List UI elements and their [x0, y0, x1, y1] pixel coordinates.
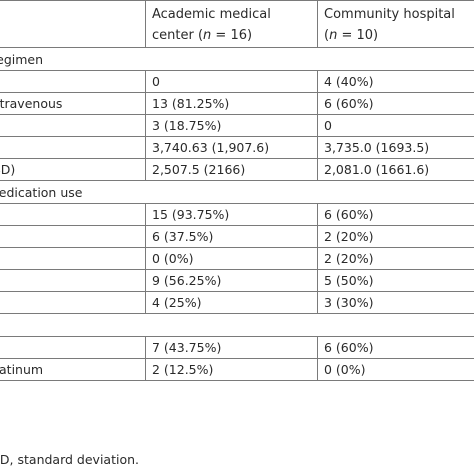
table-row: 9 (56.25%) 5 (50%)	[0, 270, 474, 292]
table-body: Regimen 0 4 (40%) Intravenous13 (81.25%) 6 (…	[0, 48, 474, 381]
academic-value: 2,507.5 (2166)	[146, 159, 318, 180]
academic-value: 7 (43.75%)	[146, 337, 318, 358]
community-value: 0	[324, 118, 332, 133]
row-label	[0, 115, 146, 136]
academic-value: 2 (12.5%)	[146, 359, 318, 380]
table-row: 15 (93.75%) 6 (60%)	[0, 204, 474, 226]
row-label	[0, 204, 146, 225]
header-academic-line1: Academic medical	[152, 7, 271, 22]
table-row: 3,740.63 (1,907.6) 3,735.0 (1693.5)	[0, 137, 474, 159]
table-row: 0 4 (40%)	[0, 71, 474, 93]
header-academic-cell: Academic medical center (n = 16)	[146, 1, 318, 47]
row-label	[0, 337, 146, 358]
header-characteristic-cell	[0, 1, 146, 47]
academic-value: 9 (56.25%)	[146, 270, 318, 291]
row-label	[0, 137, 146, 158]
row-label	[0, 292, 146, 313]
community-value: 6 (60%)	[324, 340, 374, 355]
community-value: 0 (0%)	[324, 362, 366, 377]
table-row: 0 (0%) 2 (20%)	[0, 248, 474, 270]
academic-value: 4 (25%)	[146, 292, 318, 313]
table-header-row: Academic medical center (n = 16) Communi…	[0, 0, 474, 48]
row-label: (SD)	[0, 159, 146, 180]
community-value: 2 (20%)	[324, 251, 374, 266]
academic-value: 13 (81.25%)	[146, 93, 318, 114]
academic-value: 0	[146, 71, 318, 92]
community-value: 3,735.0 (1693.5)	[324, 140, 430, 155]
comparison-table: Academic medical center (n = 16) Communi…	[0, 0, 474, 381]
row-label	[0, 71, 146, 92]
table-row: (SD)2,507.5 (2166) 2,081.0 (1661.6)	[0, 159, 474, 181]
row-label: Intravenous	[0, 93, 146, 114]
header-community-cell: Community hospital (n = 10)	[318, 1, 474, 47]
section-label: Medication use	[0, 184, 83, 200]
header-community-line2: (n = 10)	[324, 28, 379, 43]
section-label: Regimen	[0, 51, 44, 67]
section-row: Medication use	[0, 181, 474, 204]
row-label	[0, 248, 146, 269]
header-community-line1: Community hospital	[324, 7, 455, 22]
table-row: 7 (43.75%) 6 (60%)	[0, 337, 474, 359]
community-value: 2 (20%)	[324, 229, 374, 244]
community-value: 5 (50%)	[324, 273, 374, 288]
academic-value: 3 (18.75%)	[146, 115, 318, 136]
section-label	[0, 314, 474, 336]
table-row: 3 (18.75%) 0	[0, 115, 474, 137]
section-row: Regimen	[0, 48, 474, 71]
academic-value: 15 (93.75%)	[146, 204, 318, 225]
community-value: 3 (30%)	[324, 295, 374, 310]
academic-value: 6 (37.5%)	[146, 226, 318, 247]
row-label: Platinum	[0, 359, 146, 380]
row-label	[0, 226, 146, 247]
academic-value: 3,740.63 (1,907.6)	[146, 137, 318, 158]
table-row: Intravenous13 (81.25%) 6 (60%)	[0, 93, 474, 115]
community-value: 6 (60%)	[324, 207, 374, 222]
community-value: 6 (60%)	[324, 96, 374, 111]
academic-value: 0 (0%)	[146, 248, 318, 269]
community-value: 2,081.0 (1661.6)	[324, 162, 430, 177]
table-footnote: SD, standard deviation.	[0, 452, 139, 467]
community-value: 4 (40%)	[324, 74, 374, 89]
row-label	[0, 270, 146, 291]
table-row: 6 (37.5%) 2 (20%)	[0, 226, 474, 248]
table-row: Platinum2 (12.5%) 0 (0%)	[0, 359, 474, 381]
table-row: 4 (25%) 3 (30%)	[0, 292, 474, 314]
section-row	[0, 314, 474, 337]
header-academic-line2: center (n = 16)	[152, 28, 253, 43]
